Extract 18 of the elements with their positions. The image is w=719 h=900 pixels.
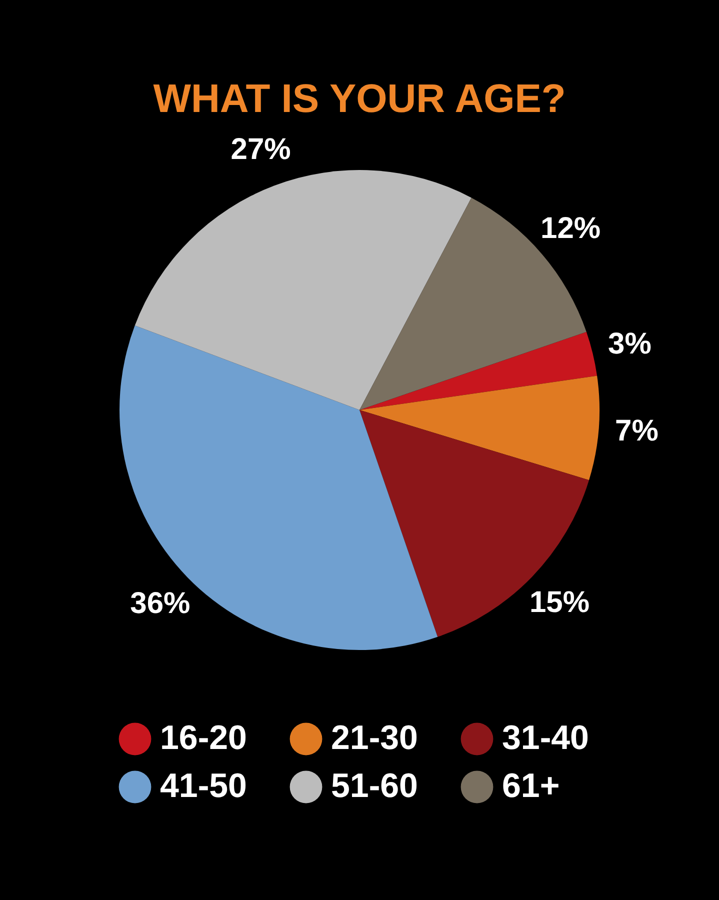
legend-label: 31-40 xyxy=(502,719,589,757)
data-label: 15% xyxy=(529,586,590,620)
pie-slice xyxy=(360,410,590,637)
data-label: 12% xyxy=(540,212,601,246)
pie-slice xyxy=(134,170,472,410)
data-label: 27% xyxy=(230,133,291,166)
legend-label: 61+ xyxy=(502,767,560,805)
legend-label: 41-50 xyxy=(160,767,247,805)
pie-slice xyxy=(360,376,600,480)
legend-label: 51-60 xyxy=(331,767,418,805)
pie-slice xyxy=(120,326,438,650)
data-label: 7% xyxy=(615,414,658,448)
data-label: 36% xyxy=(130,586,190,620)
pie-slice xyxy=(360,332,598,410)
chart-title: WHAT IS YOUR AGE? xyxy=(153,77,566,122)
legend-label: 21-30 xyxy=(331,719,418,757)
legend-label: 16-20 xyxy=(160,719,247,757)
data-label: 3% xyxy=(608,328,652,361)
